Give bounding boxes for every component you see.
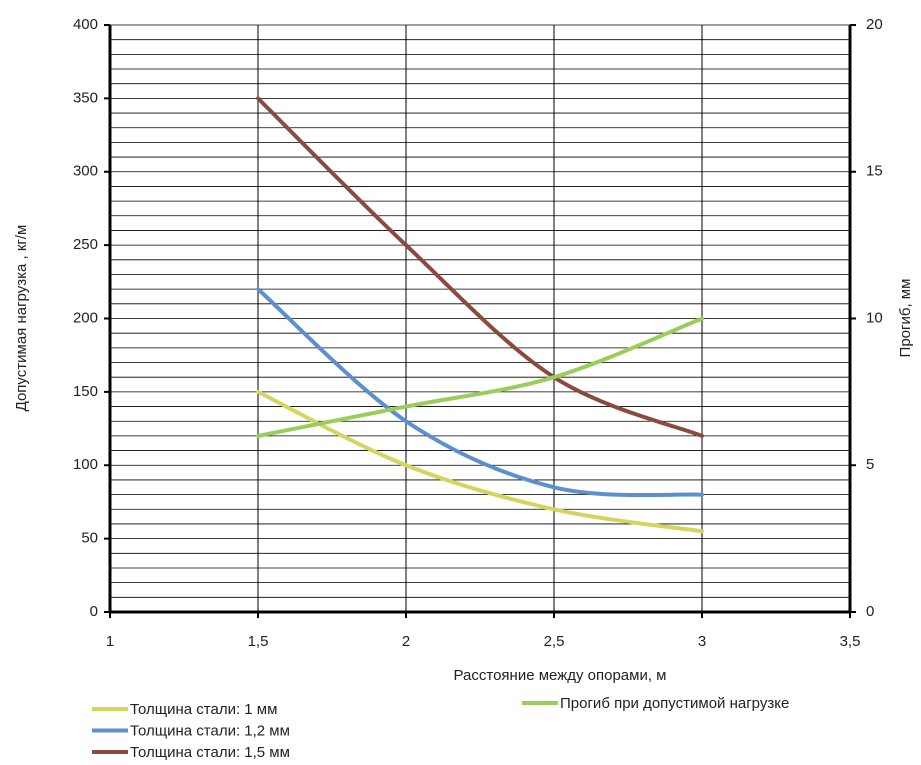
y-tick-label: 150 bbox=[73, 383, 98, 400]
y-axis-label: Допустимая нагрузка , кг/м bbox=[13, 225, 30, 412]
y-tick-label: 50 bbox=[81, 530, 98, 547]
legend-label: Прогиб при допустимой нагрузке bbox=[560, 695, 789, 712]
y-tick-label: 350 bbox=[73, 89, 98, 106]
x-tick-label: 1 bbox=[106, 633, 114, 650]
series-line bbox=[256, 389, 704, 534]
legend-label: Толщина стали: 1,5 мм bbox=[130, 744, 290, 760]
x-tick-label: 2,5 bbox=[544, 633, 565, 650]
x-axis-label: Расстояние между опорами, м bbox=[454, 667, 667, 684]
y2-tick-label: 15 bbox=[866, 163, 883, 180]
x-tick-label: 2 bbox=[402, 633, 410, 650]
series-line bbox=[256, 316, 704, 438]
y-tick-label: 250 bbox=[73, 236, 98, 253]
y2-tick-label: 5 bbox=[866, 456, 874, 473]
x-tick-label: 1,5 bbox=[248, 633, 269, 650]
legend-label: Толщина стали: 1,2 мм bbox=[130, 722, 290, 739]
y-tick-label: 100 bbox=[73, 456, 98, 473]
y-tick-label: 300 bbox=[73, 163, 98, 180]
legend-label: Толщина стали: 1 мм bbox=[130, 701, 277, 718]
y2-axis-label: Прогиб, мм bbox=[897, 279, 914, 358]
y-tick-label: 200 bbox=[73, 309, 98, 326]
series-line bbox=[256, 287, 704, 498]
y2-tick-label: 10 bbox=[866, 309, 883, 326]
series-line bbox=[256, 96, 704, 438]
y2-tick-label: 20 bbox=[866, 16, 883, 33]
y-tick-label: 400 bbox=[73, 16, 98, 33]
y2-tick-label: 0 bbox=[866, 603, 874, 620]
x-tick-label: 3,5 bbox=[840, 633, 861, 650]
x-tick-label: 3 bbox=[698, 633, 706, 650]
y-tick-label: 0 bbox=[90, 603, 98, 620]
